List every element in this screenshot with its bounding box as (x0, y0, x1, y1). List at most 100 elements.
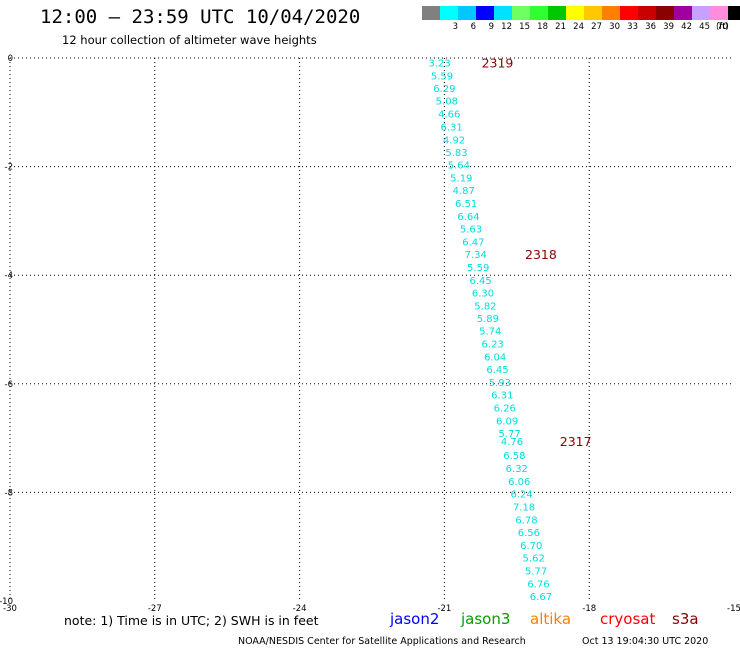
wave-height-label: 6.51 (455, 199, 477, 210)
wave-height-label: 6.78 (515, 516, 537, 527)
page-title: 12:00 – 23:59 UTC 10/04/2020 (40, 6, 361, 28)
x-tick-label: -27 (148, 604, 162, 614)
wave-height-label: 4.87 (453, 186, 475, 197)
color-scale-label: 15 (519, 22, 530, 32)
wave-height-label: 5.77 (525, 567, 547, 578)
wave-height-label: 5.08 (436, 96, 458, 107)
color-swatch (512, 6, 530, 20)
color-swatch (440, 6, 458, 20)
wave-height-label: 5.82 (474, 302, 496, 313)
x-tick-label: -18 (582, 604, 596, 614)
wave-height-label: 7.34 (465, 250, 487, 261)
wave-height-label: 5.93 (489, 378, 511, 389)
color-scale-label: 27 (591, 22, 602, 32)
y-tick-label: -10 (0, 597, 13, 607)
wave-height-label: 6.26 (494, 404, 516, 415)
wave-height-label: 6.23 (482, 340, 504, 351)
wave-height-label: 5.59 (467, 263, 489, 274)
page-subtitle: 12 hour collection of altimeter wave hei… (62, 33, 317, 47)
color-swatch (674, 6, 692, 20)
wave-height-label: 6.09 (496, 417, 518, 428)
x-tick-label: -30 (3, 604, 17, 614)
wave-height-label: 6.67 (530, 592, 552, 603)
wave-height-label: 6.32 (506, 464, 528, 475)
satellite-jason2: jason2 (390, 610, 440, 628)
color-swatch (602, 6, 620, 20)
color-scale-label: 45 (699, 22, 710, 32)
wave-height-label: 6.45 (469, 276, 491, 287)
wave-height-label: 5.64 (448, 160, 470, 171)
color-swatch (548, 6, 566, 20)
wave-height-label: 6.30 (472, 289, 494, 300)
wave-height-label: 6.58 (503, 451, 525, 462)
wave-height-label: 5.62 (523, 554, 545, 565)
wave-height-label: 6.04 (484, 353, 506, 364)
wave-height-label: 5.89 (477, 314, 499, 325)
color-swatch (710, 6, 728, 20)
pass-time-label: 2318 (525, 247, 557, 262)
color-scale-label: 21 (555, 22, 566, 32)
wave-height-label: 5.74 (479, 327, 501, 338)
y-tick-label: -8 (5, 488, 13, 498)
wave-height-label: 6.06 (508, 477, 530, 488)
color-scale-label: 33 (627, 22, 638, 32)
x-tick-label: -15 (727, 604, 740, 614)
wave-height-label: 6.45 (486, 365, 508, 376)
wave-height-label: 4.92 (443, 135, 465, 146)
footer-timestamp: Oct 13 19:04:30 UTC 2020 (582, 636, 709, 647)
satellite-altika: altika (530, 610, 572, 628)
color-scale-label: 9 (488, 22, 494, 32)
color-scale-label: 24 (573, 22, 584, 32)
wave-height-label: 5.77 (498, 429, 520, 440)
y-tick-label: -6 (5, 380, 13, 390)
color-scale-label: 18 (537, 22, 548, 32)
color-scale-label: 36 (645, 22, 656, 32)
wave-height-label: 5.19 (450, 173, 472, 184)
color-swatch (692, 6, 710, 20)
color-swatch (728, 6, 740, 20)
wave-height-label: 6.31 (441, 122, 463, 133)
x-tick-label: -21 (437, 604, 451, 614)
wave-height-label: 5.83 (445, 148, 467, 159)
y-tick-label: -4 (5, 271, 13, 281)
wave-height-label: 6.76 (527, 580, 549, 591)
wave-height-label: 6.56 (518, 528, 540, 539)
wave-height-label: 6.70 (520, 541, 542, 552)
color-scale-label: 42 (681, 22, 692, 32)
color-swatch (584, 6, 602, 20)
satellite-jason3: jason3 (461, 610, 511, 628)
color-swatch (476, 6, 494, 20)
pass-time-label: 2317 (560, 434, 592, 449)
wave-height-color-scale (422, 6, 740, 20)
satellite-cryosat: cryosat (600, 610, 656, 628)
color-scale-label: 3 (452, 22, 458, 32)
color-scale-label: 12 (501, 22, 512, 32)
color-scale-label: 39 (663, 22, 674, 32)
color-swatch (620, 6, 638, 20)
color-swatch (638, 6, 656, 20)
color-swatch (656, 6, 674, 20)
color-scale-label: 6 (470, 22, 476, 32)
color-swatch (458, 6, 476, 20)
y-tick-label: -2 (5, 163, 13, 173)
color-scale-label: 70 (717, 22, 728, 32)
wave-height-label: 4.66 (438, 109, 460, 120)
satellite-s3a: s3a (672, 610, 699, 628)
x-tick-label: -24 (293, 604, 307, 614)
wave-height-label: 6.64 (457, 212, 479, 223)
color-scale-label: 30 (609, 22, 620, 32)
footer-credit: NOAA/NESDIS Center for Satellite Applica… (238, 636, 526, 647)
wave-height-label: 5.63 (460, 225, 482, 236)
footer-note: note: 1) Time is in UTC; 2) SWH is in fe… (64, 613, 319, 628)
pass-time-label: 2319 (482, 55, 514, 70)
color-swatch (530, 6, 548, 20)
wave-height-label: 5.59 (431, 71, 453, 82)
color-scale-unit: (ft) (716, 22, 729, 32)
wave-height-label: 6.24 (510, 489, 532, 500)
wave-height-label: 7.18 (513, 503, 535, 514)
color-swatch (494, 6, 512, 20)
wave-height-label: 4.76 (501, 437, 523, 448)
wave-height-label: 3.23 (428, 58, 450, 69)
